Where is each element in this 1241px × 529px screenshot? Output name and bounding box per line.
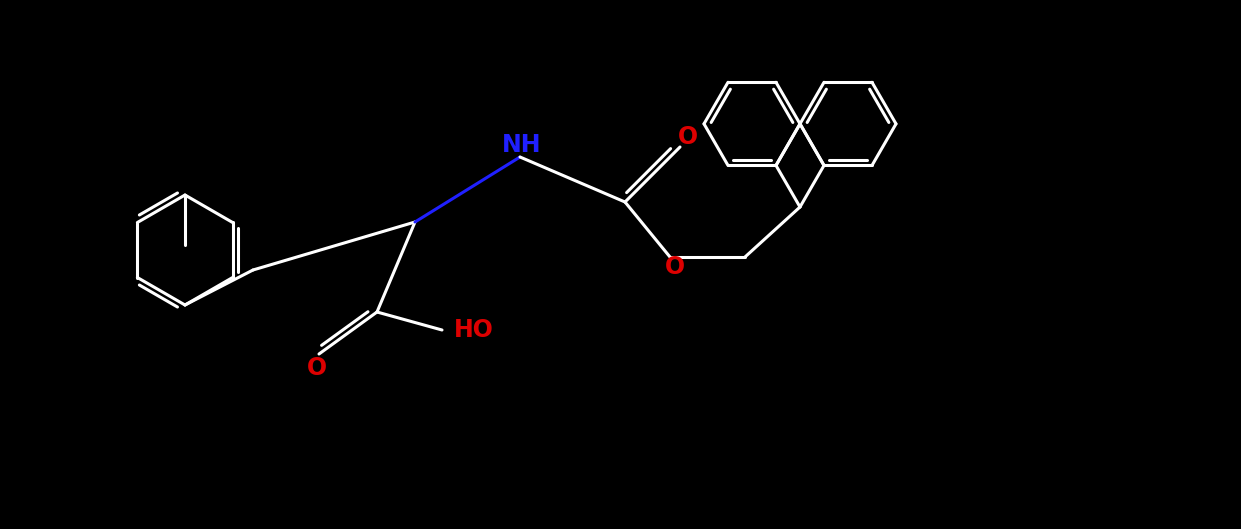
Text: O: O [665, 255, 685, 279]
Text: HO: HO [454, 318, 494, 342]
Text: O: O [678, 125, 697, 149]
Text: NH: NH [503, 133, 542, 157]
Text: O: O [307, 356, 328, 380]
